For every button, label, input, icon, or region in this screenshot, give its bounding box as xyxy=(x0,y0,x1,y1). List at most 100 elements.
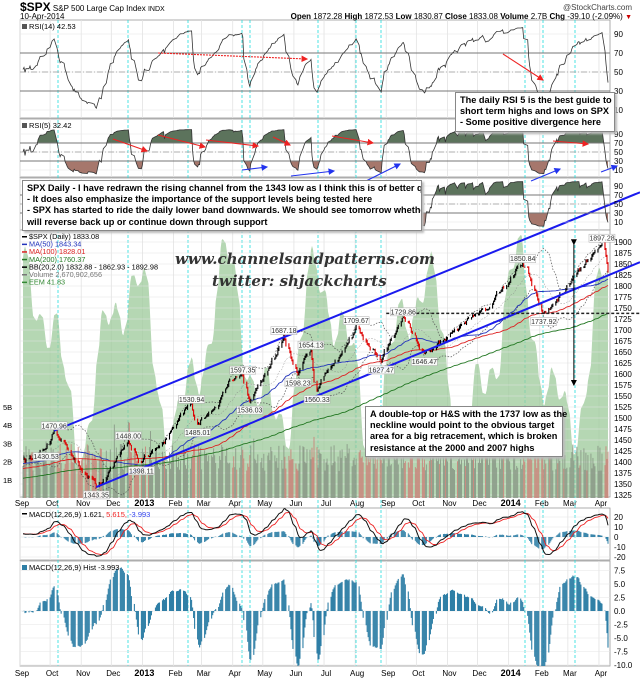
macd-hist-bar xyxy=(506,601,508,611)
macd-hist-bar xyxy=(500,598,502,611)
macd-hist-bar xyxy=(267,594,269,611)
macd-panel-hist-bar xyxy=(407,533,409,537)
price-tick-label: 1425 xyxy=(614,447,632,456)
x-tick-label: Mar xyxy=(197,669,211,678)
volume-bar xyxy=(397,464,399,498)
macd-hist-bar xyxy=(228,584,230,611)
volume-bar xyxy=(379,455,381,498)
macd-hist-bar xyxy=(531,611,533,650)
macd-panel-hist-bar xyxy=(351,531,353,537)
pivot-label-box xyxy=(40,421,68,431)
price-tick-label: 1800 xyxy=(614,282,632,291)
volume-bar xyxy=(101,463,103,498)
volume-bar xyxy=(464,459,465,498)
main-note: SPX Daily - I have redrawn the rising ch… xyxy=(22,180,422,231)
macd-hist-bar xyxy=(323,611,325,636)
macd-panel-hist-bar xyxy=(169,533,171,537)
x-tick-label: 2014 xyxy=(501,498,521,508)
macd-panel-hist-bar xyxy=(542,537,544,550)
macd-panel-hist-bar xyxy=(234,533,236,537)
macd-panel-hist-bar xyxy=(288,535,290,537)
macd-hist-bar xyxy=(578,578,580,611)
macd-panel-hist-bar xyxy=(253,537,255,546)
macd-hist-bar xyxy=(393,588,395,611)
volume-bar xyxy=(556,446,558,498)
volume-bar xyxy=(493,448,495,498)
macd-hist-bar xyxy=(549,611,551,644)
macd-panel-hist-bar xyxy=(460,533,462,537)
volume-bar xyxy=(222,446,224,498)
macd-hist-bar xyxy=(536,611,538,665)
macd-panel-hist-bar xyxy=(44,535,46,537)
macd-hist-bar xyxy=(263,602,265,611)
macd-hist-bar xyxy=(383,611,385,629)
pivot-label: 1485.01 xyxy=(184,428,211,437)
macd-panel-hist-bar xyxy=(606,537,608,542)
macd-panel-hist-bar xyxy=(222,533,224,537)
macd-panel-hist-bar xyxy=(365,537,367,540)
pivot-label: 1897.28 xyxy=(588,233,616,243)
macd-hist-bar xyxy=(100,611,102,615)
macd-hist-bar xyxy=(564,582,566,611)
down-triangle-icon: ▼ xyxy=(625,14,632,21)
volume-bar xyxy=(36,461,38,498)
macd-hist-bar xyxy=(473,602,476,611)
volume-bar xyxy=(549,447,551,498)
macd-hist-bar xyxy=(601,603,603,611)
macd-panel-hist-bar xyxy=(269,532,271,537)
volume-bar xyxy=(352,460,354,498)
macd-panel-hist-bar xyxy=(380,537,382,545)
macd-panel-hist-bar xyxy=(397,531,399,537)
macd-panel-hist-bar xyxy=(601,535,603,537)
volume-bar xyxy=(569,467,571,498)
pivot-label-text: 1687.18 xyxy=(271,328,296,335)
macd-hist-bar xyxy=(333,587,335,611)
pivot-label-text: 1430.53 xyxy=(33,454,58,461)
volume-bar xyxy=(541,450,543,498)
volume-bar xyxy=(381,463,383,498)
macd-hist-bar xyxy=(32,611,34,613)
volume-bar xyxy=(93,454,95,498)
volume-bar xyxy=(194,444,196,498)
volume-bar xyxy=(474,468,475,498)
macd-panel-hist-bar xyxy=(107,532,109,537)
macd-hist-bar xyxy=(522,602,524,611)
price-tick-label: 1350 xyxy=(614,480,632,489)
macd-hist-bar xyxy=(496,599,498,611)
volume-bar xyxy=(552,470,554,498)
macd-hist-bar xyxy=(478,605,480,611)
pivot-label-text: 1729.86 xyxy=(391,309,416,316)
macd-panel-hist-bar xyxy=(190,534,192,537)
macd-hist-bar xyxy=(44,600,46,611)
macd-panel-hist-bar xyxy=(359,533,361,537)
volume-bar xyxy=(50,447,52,498)
macd-hist-bar xyxy=(123,572,125,611)
macd-hist-bar xyxy=(42,601,44,611)
volume-bar xyxy=(501,453,503,498)
macd-hist-bar xyxy=(108,584,110,611)
pivot-label-text: 1343.35 xyxy=(84,492,109,499)
macd-hist-bar xyxy=(64,611,66,623)
macd-panel-hist-bar xyxy=(330,534,332,537)
volume-bar xyxy=(331,465,333,498)
macd-panel-hist-bar xyxy=(144,537,146,541)
macd-panel-hist-bar xyxy=(501,534,503,537)
x-tick-label: Nov xyxy=(442,669,456,678)
legend-entry: BB(20,2.0) 1832.88 - 1862.93 - 1892.98 xyxy=(29,262,158,271)
macd-hist-bar xyxy=(112,576,114,611)
macd-hist-bar xyxy=(510,602,512,611)
macd-panel-hist-bar xyxy=(235,534,237,537)
volume-bar xyxy=(365,447,367,498)
macd-hist-bar xyxy=(428,611,430,641)
macd-panel-hist-bar xyxy=(482,536,484,537)
volume-bar xyxy=(163,459,164,498)
volume-bar xyxy=(411,455,413,498)
legend-swatch xyxy=(22,251,27,253)
macd-panel-hist-bar xyxy=(163,534,165,537)
pivot-label-text: 1646.47 xyxy=(412,359,437,366)
volume-bar xyxy=(418,453,420,498)
macd-hist-bar xyxy=(105,599,107,611)
x-tick-label: Nov xyxy=(76,499,90,508)
macd-panel-hist-bar xyxy=(88,537,90,542)
macd-panel-hist-bar xyxy=(344,531,346,537)
